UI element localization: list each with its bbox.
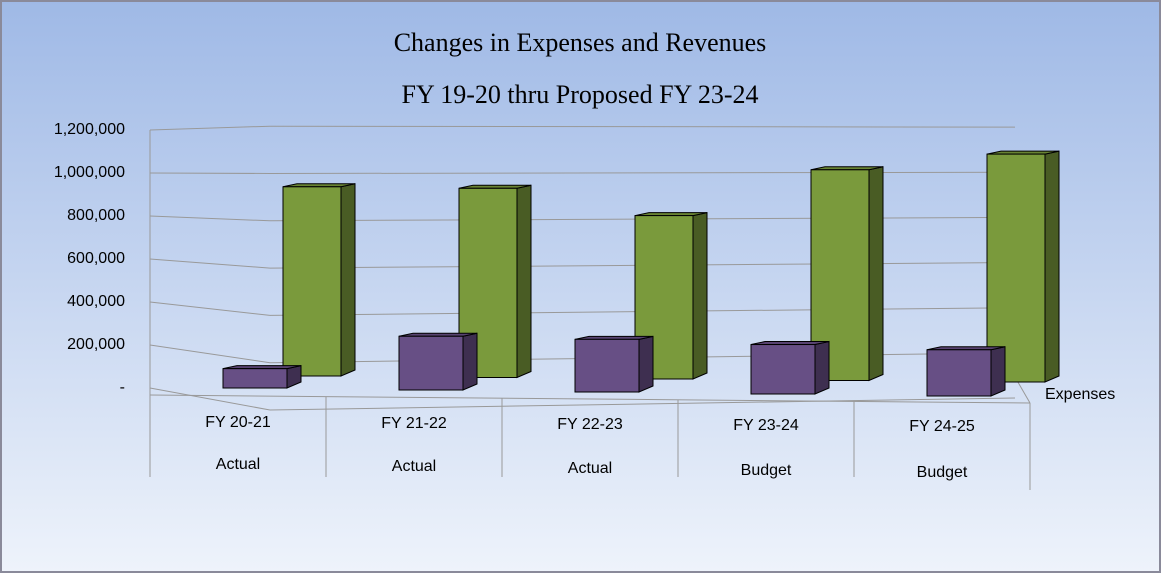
x-tick-sublabel: Actual: [568, 460, 612, 477]
bar-face: [340, 183, 356, 377]
grid-line: [149, 125, 271, 131]
bar-face: [282, 186, 342, 377]
bar: [282, 183, 356, 377]
x-tick-sublabel: Budget: [741, 462, 792, 479]
grid-line: [149, 215, 271, 222]
x-tick-sublabel: Budget: [917, 464, 968, 481]
y-tick-label: 800,000: [67, 207, 125, 224]
grid-line: [269, 171, 1016, 174]
x-tick-label: FY 22-23: [557, 416, 623, 433]
bar: [458, 184, 532, 379]
bar-face: [1044, 150, 1060, 383]
chart-title: Changes in Expenses and Revenues: [394, 28, 767, 57]
bar: [222, 365, 302, 389]
bar-face: [990, 346, 1006, 397]
y-tick-label: 600,000: [67, 250, 125, 267]
bar-face: [750, 344, 816, 395]
bar-face: [516, 184, 532, 379]
grid-line: [269, 125, 1016, 128]
x-axis: [149, 394, 1031, 404]
x-tick-sublabel: Actual: [392, 458, 436, 475]
bar-face: [574, 338, 640, 393]
x-tick-sublabel: Actual: [216, 456, 260, 473]
x-tick-label: FY 20-21: [205, 414, 271, 431]
x-tick-label: FY 21-22: [381, 415, 447, 432]
grid-line: [149, 301, 271, 316]
depth-label: Expenses: [1045, 386, 1115, 403]
bar: [926, 346, 1006, 397]
y-tick-label: -: [120, 379, 125, 396]
y-tick-label: 1,200,000: [54, 121, 125, 138]
bar: [810, 166, 884, 382]
grid-line: [149, 258, 271, 269]
bar: [750, 340, 830, 395]
bar-face: [222, 368, 288, 389]
y-tick-label: 400,000: [67, 293, 125, 310]
grid-line: [149, 172, 271, 174]
bar: [574, 335, 654, 393]
bar: [986, 150, 1060, 383]
x-tick-label: FY 24-25: [909, 418, 975, 435]
bar-face: [986, 153, 1046, 383]
grid-line: [269, 397, 1016, 411]
bar-face: [638, 335, 654, 393]
y-tick-label: 200,000: [67, 336, 125, 353]
bar: [398, 332, 478, 391]
bar-face: [398, 335, 464, 391]
chart-subtitle: FY 19-20 thru Proposed FY 23-24: [401, 80, 758, 109]
bar-face: [926, 349, 992, 397]
grid-line: [149, 344, 271, 364]
bar-face: [868, 166, 884, 382]
y-tick-label: 1,000,000: [54, 164, 125, 181]
bar-face: [692, 211, 708, 380]
x-tick-label: FY 23-24: [733, 417, 799, 434]
bar-face: [814, 340, 830, 395]
grid-line: [149, 387, 271, 411]
bar-face: [462, 332, 478, 391]
